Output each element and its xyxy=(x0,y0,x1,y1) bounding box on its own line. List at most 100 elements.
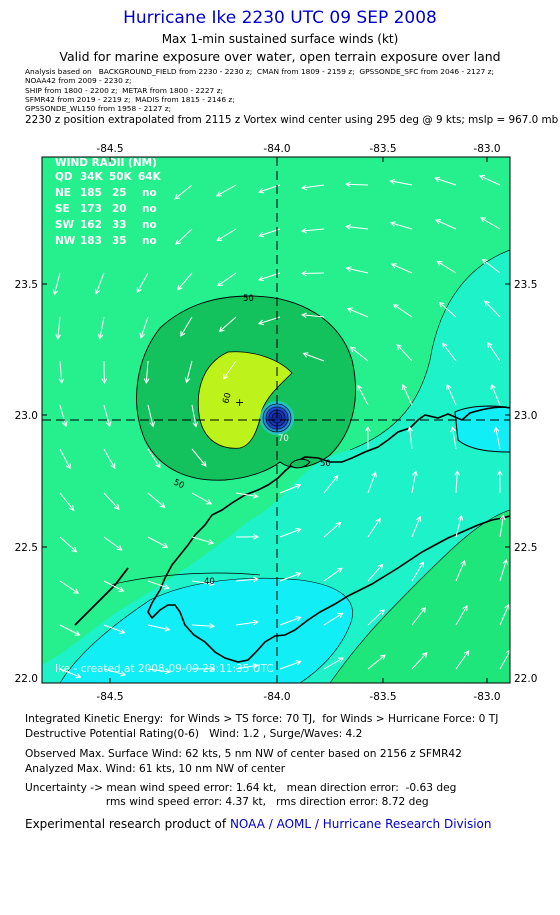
wind-vector-shaft xyxy=(54,272,61,295)
contour-label: 50 xyxy=(243,294,254,304)
wind-vector-shaft xyxy=(279,484,301,494)
validity-note: Valid for marine exposure over water, op… xyxy=(59,49,501,64)
wind-vector-shaft xyxy=(103,580,124,592)
wind-vector-head xyxy=(418,561,424,568)
wind-vector-head xyxy=(75,672,82,679)
wind-vector-head xyxy=(164,626,171,632)
wind-vector-shaft xyxy=(147,404,154,427)
wind-radii-cell: SW xyxy=(55,219,75,231)
wind-vector-head xyxy=(357,384,363,391)
wind-vector-shaft xyxy=(411,471,417,494)
wind-vector-shaft xyxy=(346,267,369,274)
wind-vector-shaft xyxy=(95,272,105,294)
wind-vector-head xyxy=(253,534,260,540)
wind-vector-head xyxy=(258,187,265,194)
plot-frame xyxy=(41,156,511,684)
wind-vector-head xyxy=(338,657,344,663)
wind-vector-head xyxy=(184,377,191,384)
wind-vector-head xyxy=(71,546,78,553)
reef-line xyxy=(289,458,311,469)
wind-vector-head xyxy=(295,483,302,490)
wind-vector-head xyxy=(252,493,259,499)
wind-vector-head xyxy=(143,378,150,384)
wind-vector-head xyxy=(371,471,377,478)
wind-vector-head xyxy=(504,603,510,610)
cuba-coastline xyxy=(147,406,510,663)
wind-vector-shaft xyxy=(147,580,169,589)
contour-line xyxy=(59,577,353,683)
wind-vector-head xyxy=(421,652,428,658)
wind-vector-head xyxy=(209,665,216,672)
wind-vector-shaft xyxy=(390,222,413,230)
y-tick-label-right: 22.5 xyxy=(514,542,537,554)
x-tick-label-top: -84.0 xyxy=(263,143,290,155)
wind-vector-shaft xyxy=(435,219,457,230)
wind-vector-shaft xyxy=(411,516,421,538)
wind-vector-head xyxy=(58,378,65,384)
wind-radii-cell: 162 xyxy=(80,219,102,231)
wind-radii-table: WIND RADII (NM) QD 34K 50K 64K NE 185 25… xyxy=(55,157,162,247)
wind-vector-shaft xyxy=(411,652,428,670)
wind-vector-head xyxy=(55,334,62,340)
wind-vector-head xyxy=(496,469,503,476)
wind-vector-shaft xyxy=(103,624,125,634)
hrd-link[interactable]: NOAA / AOML / Hurricane Research Divisio… xyxy=(229,817,492,831)
wind-vector-head xyxy=(295,572,302,578)
wind-vector-shaft xyxy=(323,475,339,494)
contour-label: 50 xyxy=(320,459,331,469)
wind-vector-shaft xyxy=(479,175,501,186)
wind-radii-cell: no xyxy=(142,235,157,247)
wind-vector-shaft xyxy=(323,612,343,626)
x-tick-label-top: -83.5 xyxy=(369,143,396,155)
wind-vector-shaft xyxy=(499,559,507,582)
analysis-line: SFMR42 from 2019 - 2219 z; MADIS from 18… xyxy=(25,95,235,104)
wind-vector-shaft xyxy=(99,316,105,339)
wind-vector-shaft xyxy=(136,272,149,293)
wind-vector-head xyxy=(73,588,80,594)
wind-vector-head xyxy=(180,330,186,337)
wind-vector-head xyxy=(177,284,183,291)
wind-vector-shaft xyxy=(455,560,466,582)
map-subtitle: Max 1-min sustained surface winds (kt) xyxy=(161,32,399,46)
wind-vector-head xyxy=(208,580,215,587)
front-line xyxy=(74,567,129,626)
wind-vector-head xyxy=(97,333,104,340)
wind-vector-shaft xyxy=(451,427,457,450)
analysis-line: SHIP from 1800 - 2200 z; METAR from 1800… xyxy=(25,86,223,95)
wind-vector-head xyxy=(345,224,351,230)
wind-vector-head xyxy=(412,470,418,477)
wind-vector-head xyxy=(139,332,145,339)
wind-vector-shaft xyxy=(191,536,214,544)
contour-line xyxy=(349,249,510,451)
wind-vector-head xyxy=(480,217,487,223)
contour-label: 70 xyxy=(278,434,289,444)
max-wind-marker: + xyxy=(235,396,244,409)
wind-vector-head xyxy=(258,319,264,326)
ike-line: Integrated Kinetic Energy: for Winds > T… xyxy=(25,713,499,725)
wind-vector-shaft xyxy=(437,260,457,274)
wind-vector-head xyxy=(136,287,142,294)
wind-vector-head xyxy=(462,604,468,611)
wind-vector-shaft xyxy=(191,492,212,505)
wind-vector-head xyxy=(74,630,81,636)
wind-vector-shaft xyxy=(235,578,258,582)
wind-vector-head xyxy=(377,563,384,570)
wind-vector-head xyxy=(252,619,259,626)
wind-vector-head xyxy=(95,288,101,295)
wind-vector-head xyxy=(201,461,207,467)
wind-vector-shaft xyxy=(103,536,123,551)
wind-radii-cell: 173 xyxy=(80,203,102,215)
wind-vector-shaft xyxy=(140,316,149,338)
wind-vector-head xyxy=(442,342,448,349)
wind-vector-head xyxy=(159,502,166,508)
wind-vector-shaft xyxy=(357,385,369,406)
wind-vector-head xyxy=(65,463,71,470)
wind-radii-cell: no xyxy=(142,187,157,199)
y-tick-label-right: 23.5 xyxy=(514,279,537,291)
x-tick-label-top: -84.5 xyxy=(96,143,123,155)
wind-vector-shaft xyxy=(491,384,501,406)
wind-radii-cell: 33 xyxy=(112,219,127,231)
wind-vector-head xyxy=(396,343,403,350)
wind-vector-head xyxy=(502,558,508,565)
wind-vector-shaft xyxy=(482,259,501,274)
